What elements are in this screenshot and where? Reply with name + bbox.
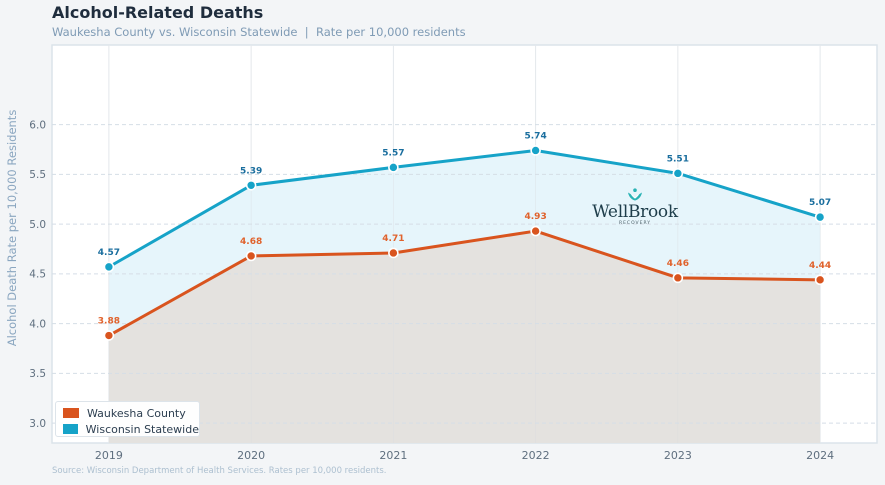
waukesha-point [103, 330, 115, 341]
statewide-data-label: 4.57 [98, 248, 120, 258]
y-tick-label: 3.5 [29, 368, 46, 380]
x-tick-label: 2021 [379, 449, 407, 462]
statewide-line [107, 148, 822, 269]
waukesha-data-label: 4.71 [382, 234, 404, 244]
statewide-data-label: 5.51 [667, 154, 689, 164]
y-tick-label: 5.5 [29, 169, 46, 181]
waukesha-line [107, 229, 822, 338]
y-tick-label: 4.5 [29, 269, 46, 281]
legend-swatch-statewide [63, 424, 78, 434]
statewide-point [388, 162, 399, 173]
waukesha-point [530, 225, 541, 237]
waukesha-point [388, 247, 399, 259]
x-tick-label: 2023 [664, 449, 692, 462]
wellbrook-watermark: WellBrook RECOVERY [580, 188, 690, 227]
waukesha-data-label: 4.44 [809, 261, 831, 271]
waukesha-point [245, 250, 257, 262]
y-axis-label: Alcohol Death Rate per 10,000 Residents [5, 110, 19, 347]
watermark-tagline: RECOVERY [618, 221, 652, 226]
y-tick-label: 6.0 [29, 119, 46, 131]
source-note: Source: Wisconsin Department of Health S… [52, 466, 387, 476]
watermark-brand: WellBrook [592, 202, 678, 222]
waukesha-point [672, 272, 684, 284]
legend-label-statewide: Wisconsin Statewide [85, 422, 199, 436]
waukesha-point [814, 274, 826, 286]
waukesha-data-label: 4.93 [525, 212, 547, 222]
statewide-point [530, 145, 541, 156]
y-tick-label: 4.0 [29, 318, 46, 330]
waukesha-area [108, 231, 821, 443]
chart-legend: Waukesha County Wisconsin Statewide [55, 401, 200, 437]
waukesha-data-label: 3.88 [98, 317, 120, 327]
statewide-data-label: 5.07 [809, 198, 831, 208]
statewide-data-label: 5.57 [382, 148, 404, 158]
y-tick-label: 3.0 [29, 418, 46, 430]
statewide-point [245, 179, 257, 191]
x-tick-label: 2022 [522, 449, 550, 462]
statewide-point [814, 211, 826, 223]
lotus-icon [628, 188, 642, 201]
chart-subtitle: Waukesha County vs. Wisconsin Statewide … [52, 25, 466, 39]
statewide-point [103, 261, 115, 273]
legend-swatch-waukesha [63, 408, 79, 418]
y-tick-label: 5.0 [29, 219, 46, 231]
statewide-point [672, 168, 684, 179]
legend-item-waukesha: Waukesha County [63, 405, 199, 421]
statewide-data-label: 5.39 [240, 166, 262, 176]
waukesha-data-label: 4.68 [240, 237, 262, 247]
x-tick-label: 2019 [95, 449, 123, 462]
x-tick-label: 2020 [237, 449, 265, 462]
legend-label-waukesha: Waukesha County [87, 406, 186, 420]
statewide-data-label: 5.74 [525, 131, 547, 141]
legend-item-statewide: Wisconsin Statewide [63, 421, 199, 437]
x-tick-label: 2024 [806, 449, 834, 462]
chart-title: Alcohol-Related Deaths [52, 3, 264, 22]
waukesha-data-label: 4.46 [667, 259, 689, 269]
